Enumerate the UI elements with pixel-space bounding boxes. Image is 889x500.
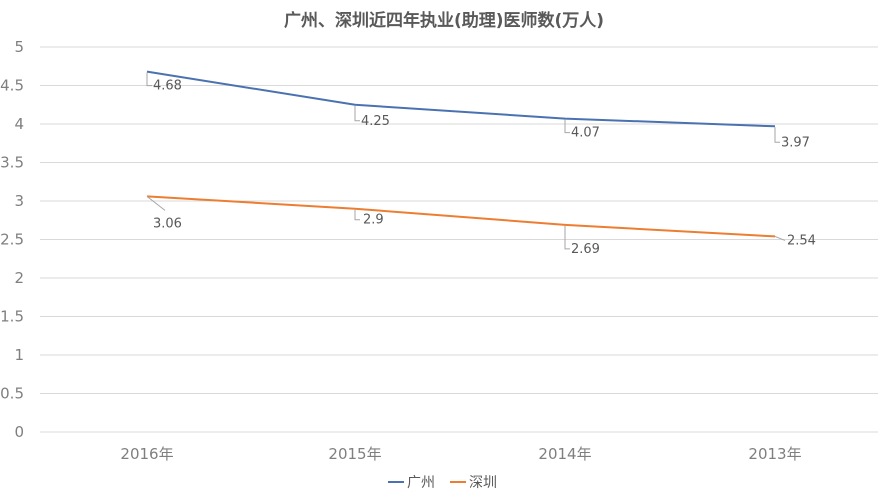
data-label-leader (774, 235, 786, 241)
data-label-leader (146, 72, 152, 87)
data-label-leader (564, 225, 570, 250)
data-label: 4.25 (361, 114, 390, 129)
series-line-0 (146, 70, 776, 128)
gridlines (40, 46, 878, 433)
data-label: 4.07 (571, 126, 600, 141)
data-label: 2.9 (363, 213, 384, 228)
data-label: 3.97 (781, 135, 810, 150)
y-tick-label: 3 (14, 192, 24, 210)
chart-title: 广州、深圳近四年执业(助理)医师数(万人) (284, 10, 604, 31)
data-label: 2.69 (571, 242, 600, 257)
data-label: 4.68 (153, 79, 182, 94)
y-tick-label: 4.5 (0, 77, 24, 95)
y-tick-label: 2.5 (0, 231, 24, 249)
y-tick-label: 2 (14, 269, 24, 287)
x-axis: 2016年 2015年 2014年 2013年 (120, 445, 801, 463)
y-tick-label: 0 (14, 423, 24, 441)
y-tick-label: 1.5 (0, 308, 24, 326)
y-tick-label: 0.5 (0, 385, 24, 403)
y-tick-label: 3.5 (0, 154, 24, 172)
legend: 广州 深圳 (388, 475, 497, 491)
series-lines (146, 70, 776, 238)
data-label-leader (354, 209, 360, 221)
legend-label-0: 广州 (407, 475, 435, 491)
x-tick-label: 2014年 (538, 445, 591, 463)
y-tick-label: 4 (14, 115, 24, 133)
series-line-1 (146, 195, 776, 238)
x-tick-label: 2016年 (120, 445, 173, 463)
legend-label-1: 深圳 (469, 475, 497, 491)
data-label-leader (354, 105, 360, 122)
data-label-leader (564, 119, 570, 134)
x-tick-label: 2015年 (328, 445, 381, 463)
data-label: 2.54 (787, 233, 816, 248)
y-axis: 0 0.5 1 1.5 2 2.5 3 3.5 4 4.5 5 (0, 38, 24, 441)
y-tick-label: 1 (14, 346, 24, 364)
y-tick-label: 5 (14, 38, 24, 56)
x-tick-label: 2013年 (748, 445, 801, 463)
data-label-leader (774, 127, 780, 143)
data-label-leader (146, 195, 166, 211)
data-label: 3.06 (153, 216, 182, 231)
data-labels: 4.68 4.25 4.07 3.97 3.06 2.9 2.69 2.54 (146, 72, 816, 257)
